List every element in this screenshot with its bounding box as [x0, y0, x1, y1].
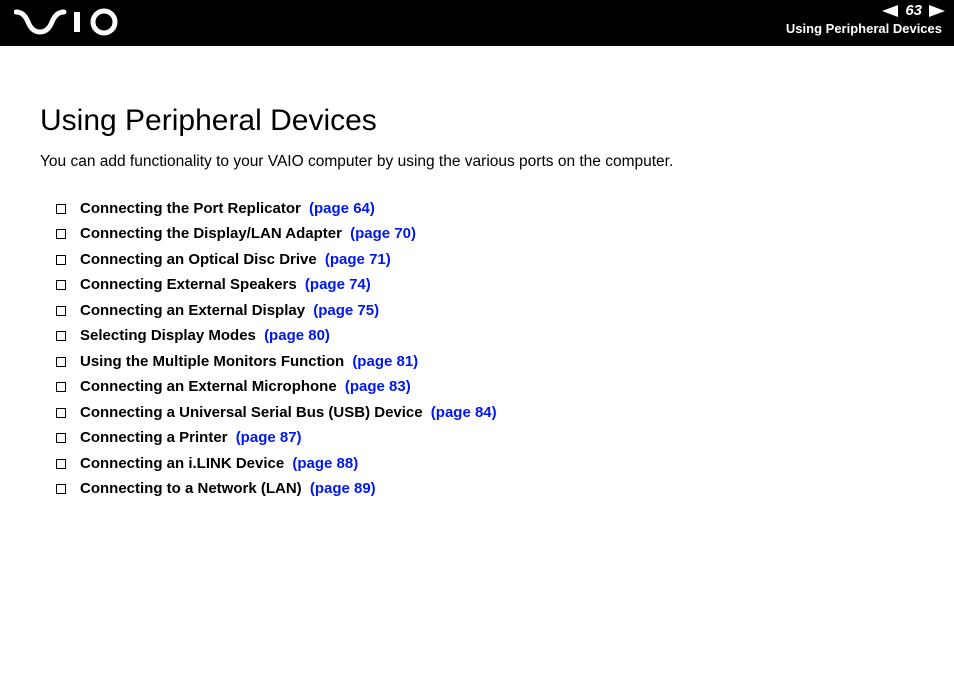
- toc-item-label: Connecting an External Microphone: [80, 378, 341, 395]
- toc-item-text: Using the Multiple Monitors Function (pa…: [80, 354, 418, 369]
- toc-item-label: Connecting to a Network (LAN): [80, 480, 306, 497]
- toc-page-ref[interactable]: (page 71): [325, 251, 391, 268]
- toc-item: Connecting an External Microphone (page …: [56, 379, 916, 394]
- toc-item-text: Connecting an External Display (page 75): [80, 303, 379, 318]
- bullet-icon: [56, 408, 66, 418]
- toc-page-ref[interactable]: (page 89): [310, 480, 376, 497]
- page-header: 63 Using Peripheral Devices: [0, 0, 954, 46]
- page-number: 63: [901, 2, 926, 19]
- toc-item-text: Selecting Display Modes (page 80): [80, 328, 330, 343]
- toc-item: Connecting to a Network (LAN) (page 89): [56, 481, 916, 496]
- toc-item-label: Connecting a Universal Serial Bus (USB) …: [80, 404, 427, 421]
- toc-item-text: Connecting an External Microphone (page …: [80, 379, 411, 394]
- vaio-logo: [0, 0, 124, 43]
- toc-item-label: Using the Multiple Monitors Function: [80, 353, 348, 370]
- toc-page-ref[interactable]: (page 70): [350, 225, 416, 242]
- bullet-icon: [56, 459, 66, 469]
- toc-page-ref[interactable]: (page 84): [431, 404, 497, 421]
- toc-page-ref[interactable]: (page 87): [236, 429, 302, 446]
- toc-page-ref[interactable]: (page 64): [309, 200, 375, 217]
- toc-item-label: Connecting an i.LINK Device: [80, 455, 288, 472]
- bullet-icon: [56, 357, 66, 367]
- bullet-icon: [56, 229, 66, 239]
- bullet-icon: [56, 382, 66, 392]
- toc-page-ref[interactable]: (page 81): [352, 353, 418, 370]
- toc-item: Selecting Display Modes (page 80): [56, 328, 916, 343]
- toc-item-label: Connecting a Printer: [80, 429, 232, 446]
- next-page-icon[interactable]: [928, 4, 946, 18]
- toc-item-label: Connecting External Speakers: [80, 276, 301, 293]
- page-title: Using Peripheral Devices: [40, 104, 916, 138]
- toc-item: Connecting a Universal Serial Bus (USB) …: [56, 405, 916, 420]
- toc-page-ref[interactable]: (page 74): [305, 276, 371, 293]
- bullet-icon: [56, 204, 66, 214]
- intro-text: You can add functionality to your VAIO c…: [40, 152, 916, 173]
- toc-item-label: Connecting the Port Replicator: [80, 200, 305, 217]
- prev-page-icon[interactable]: [881, 4, 899, 18]
- page-navigation: 63: [881, 0, 946, 19]
- toc-item-label: Connecting the Display/LAN Adapter: [80, 225, 346, 242]
- toc-item: Connecting the Port Replicator (page 64): [56, 201, 916, 216]
- toc-list: Connecting the Port Replicator (page 64)…: [40, 201, 916, 497]
- toc-item-label: Connecting an Optical Disc Drive: [80, 251, 321, 268]
- toc-item-text: Connecting a Printer (page 87): [80, 430, 302, 445]
- toc-item: Connecting a Printer (page 87): [56, 430, 916, 445]
- bullet-icon: [56, 331, 66, 341]
- toc-item: Connecting an External Display (page 75): [56, 303, 916, 318]
- toc-item: Connecting an i.LINK Device (page 88): [56, 456, 916, 471]
- toc-item: Connecting the Display/LAN Adapter (page…: [56, 226, 916, 241]
- toc-item-text: Connecting a Universal Serial Bus (USB) …: [80, 405, 497, 420]
- bullet-icon: [56, 306, 66, 316]
- toc-page-ref[interactable]: (page 80): [264, 327, 330, 344]
- toc-item-text: Connecting the Display/LAN Adapter (page…: [80, 226, 416, 241]
- toc-item: Connecting an Optical Disc Drive (page 7…: [56, 252, 916, 267]
- bullet-icon: [56, 433, 66, 443]
- bullet-icon: [56, 280, 66, 290]
- toc-item: Using the Multiple Monitors Function (pa…: [56, 354, 916, 369]
- toc-page-ref[interactable]: (page 75): [313, 302, 379, 319]
- toc-item-text: Connecting External Speakers (page 74): [80, 277, 371, 292]
- toc-item-text: Connecting an i.LINK Device (page 88): [80, 456, 358, 471]
- section-label: Using Peripheral Devices: [786, 19, 946, 36]
- toc-item: Connecting External Speakers (page 74): [56, 277, 916, 292]
- bullet-icon: [56, 255, 66, 265]
- toc-page-ref[interactable]: (page 88): [292, 455, 358, 472]
- toc-page-ref[interactable]: (page 83): [345, 378, 411, 395]
- page-content: Using Peripheral Devices You can add fun…: [0, 46, 954, 496]
- bullet-icon: [56, 484, 66, 494]
- toc-item-text: Connecting the Port Replicator (page 64): [80, 201, 375, 216]
- toc-item-label: Connecting an External Display: [80, 302, 309, 319]
- toc-item-text: Connecting an Optical Disc Drive (page 7…: [80, 252, 391, 267]
- toc-item-text: Connecting to a Network (LAN) (page 89): [80, 481, 376, 496]
- header-right: 63 Using Peripheral Devices: [786, 0, 954, 36]
- toc-item-label: Selecting Display Modes: [80, 327, 260, 344]
